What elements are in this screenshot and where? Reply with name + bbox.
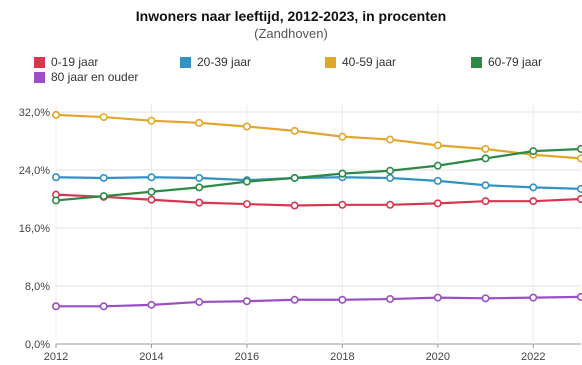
data-point-series-4	[195, 297, 204, 306]
data-point-series-3	[433, 161, 442, 170]
data-point-series-3	[529, 147, 538, 156]
legend-swatch	[471, 56, 482, 68]
y-tick-label: 32,0%	[19, 107, 50, 119]
data-point-series-4	[577, 292, 582, 301]
legend-item-0-19[interactable]: 0-19 jaar	[34, 55, 98, 69]
data-point-series-3	[481, 154, 490, 163]
data-point-series-0	[242, 200, 251, 209]
legend-swatch	[180, 56, 191, 68]
data-point-series-0	[147, 195, 156, 204]
x-tick-label: 2014	[139, 351, 163, 363]
data-point-series-3	[338, 169, 347, 178]
y-tick-label: 16,0%	[19, 223, 50, 235]
series-line-2	[55, 113, 582, 160]
chart-title: Inwoners naar leeftijd, 2012-2023, in pr…	[135, 8, 447, 24]
data-point-series-4	[51, 302, 60, 311]
data-point-series-0	[529, 197, 538, 206]
data-point-series-1	[147, 173, 156, 182]
data-point-series-2	[481, 144, 490, 153]
data-point-series-1	[195, 173, 204, 182]
data-point-series-1	[99, 173, 108, 182]
data-point-series-0	[433, 199, 442, 208]
data-point-series-0	[195, 198, 204, 207]
data-point-series-0	[338, 200, 347, 209]
x-tick-label: 2016	[235, 351, 259, 363]
data-point-series-3	[99, 192, 108, 201]
data-point-series-2	[51, 110, 60, 119]
x-tick-label: 2020	[426, 351, 450, 363]
legend-swatch	[34, 71, 45, 83]
series-line-1	[55, 176, 582, 190]
legend-label: 60-79 jaar	[488, 55, 543, 69]
data-point-series-3	[242, 177, 251, 186]
legend-item-40-59[interactable]: 40-59 jaar	[325, 55, 396, 69]
data-point-series-2	[386, 135, 395, 144]
legend-item-20-39[interactable]: 20-39 jaar	[180, 55, 251, 69]
data-point-series-0	[290, 201, 299, 210]
data-point-series-4	[433, 293, 442, 302]
data-point-series-2	[338, 132, 347, 141]
data-point-series-4	[147, 300, 156, 309]
y-tick-label: 24,0%	[19, 165, 50, 177]
data-point-series-1	[577, 184, 582, 193]
legend-label: 80 jaar en ouder	[51, 70, 139, 84]
data-point-series-3	[147, 187, 156, 196]
data-point-series-2	[577, 154, 582, 163]
data-point-series-3	[290, 173, 299, 182]
chart-subtitle: (Zandhoven)	[254, 26, 328, 41]
data-point-series-2	[290, 126, 299, 135]
data-point-series-4	[290, 295, 299, 304]
data-point-series-1	[433, 176, 442, 185]
data-point-series-4	[242, 297, 251, 306]
y-tick-label: 8,0%	[25, 281, 50, 293]
data-point-series-0	[577, 195, 582, 203]
legend-swatch	[34, 56, 45, 68]
x-tick-label: 2018	[330, 351, 354, 363]
series-line-0	[55, 193, 582, 207]
legend-item-80-plus[interactable]: 80 jaar en ouder	[34, 70, 138, 84]
data-point-series-4	[338, 295, 347, 304]
data-point-series-4	[386, 295, 395, 304]
data-point-series-2	[195, 118, 204, 127]
data-point-series-1	[481, 181, 490, 190]
data-point-series-2	[99, 113, 108, 122]
data-point-series-3	[386, 166, 395, 175]
data-point-series-3	[577, 144, 582, 153]
data-point-series-1	[51, 173, 60, 182]
data-point-series-1	[386, 173, 395, 182]
y-tick-label: 0,0%	[25, 339, 50, 351]
data-point-series-4	[481, 294, 490, 303]
x-tick-label: 2012	[44, 351, 68, 363]
legend-item-60-79[interactable]: 60-79 jaar	[471, 55, 542, 69]
data-point-series-2	[242, 122, 251, 131]
legend-swatch	[325, 56, 336, 68]
series-line-3	[55, 147, 582, 202]
x-tick-label: 2022	[521, 351, 545, 363]
data-point-series-0	[386, 200, 395, 209]
legend-label: 40-59 jaar	[342, 55, 397, 69]
data-point-series-4	[99, 302, 108, 311]
data-point-series-0	[481, 197, 490, 206]
data-point-series-3	[51, 196, 60, 205]
legend-label: 0-19 jaar	[51, 55, 99, 69]
data-point-series-2	[147, 116, 156, 125]
data-point-series-3	[195, 183, 204, 192]
data-point-series-4	[529, 293, 538, 302]
series-line-4	[56, 295, 582, 308]
data-point-series-2	[433, 141, 442, 150]
legend-label: 20-39 jaar	[197, 55, 252, 69]
data-point-series-1	[529, 183, 538, 192]
